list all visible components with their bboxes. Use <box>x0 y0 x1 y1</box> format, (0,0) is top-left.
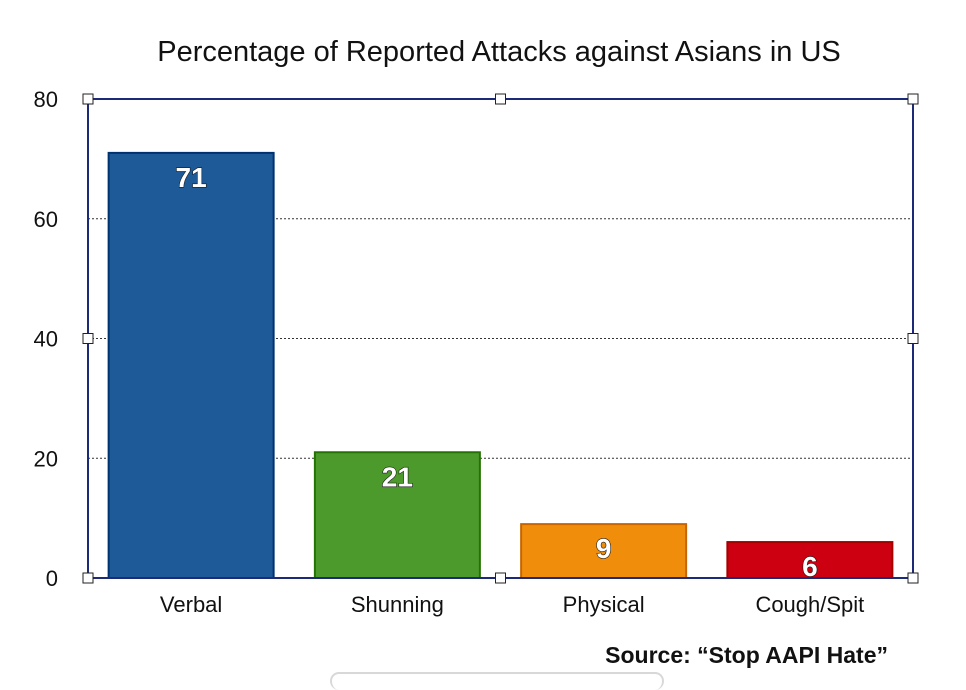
y-tick-label: 60 <box>34 207 58 232</box>
resize-handle[interactable] <box>495 93 506 105</box>
y-tick-label: 0 <box>46 566 58 591</box>
bar <box>107 151 275 579</box>
resize-handle[interactable] <box>82 572 94 584</box>
data-label: 6 <box>802 551 818 582</box>
scroll-indicator <box>330 672 664 690</box>
resize-handle[interactable] <box>907 333 919 344</box>
bar <box>313 451 481 580</box>
bars: 71 21 9 6 <box>107 151 894 583</box>
data-label: 9 <box>596 533 612 564</box>
category-label: Physical <box>563 592 645 617</box>
y-tick-label: 20 <box>34 446 58 471</box>
chart-title: Percentage of Reported Attacks against A… <box>157 36 841 68</box>
category-label: Verbal <box>160 592 222 617</box>
y-tick-label: 40 <box>34 327 58 352</box>
bar <box>726 541 894 580</box>
y-tick-label: 80 <box>34 87 58 112</box>
data-label: 21 <box>382 461 413 492</box>
resize-handle[interactable] <box>907 572 919 584</box>
resize-handle[interactable] <box>495 572 506 584</box>
x-axis-labels: Verbal Shunning Physical Cough/Spit <box>160 592 864 617</box>
category-label: Cough/Spit <box>755 592 864 617</box>
data-label: 71 <box>176 162 207 193</box>
source-note: Source: “Stop AAPI Hate” <box>605 642 888 668</box>
selection-handles[interactable] <box>82 93 919 584</box>
category-label: Shunning <box>351 592 444 617</box>
resize-handle[interactable] <box>907 93 919 105</box>
y-axis-ticks: 0 20 40 60 80 <box>34 87 58 591</box>
resize-handle[interactable] <box>82 333 94 344</box>
resize-handle[interactable] <box>82 93 94 105</box>
